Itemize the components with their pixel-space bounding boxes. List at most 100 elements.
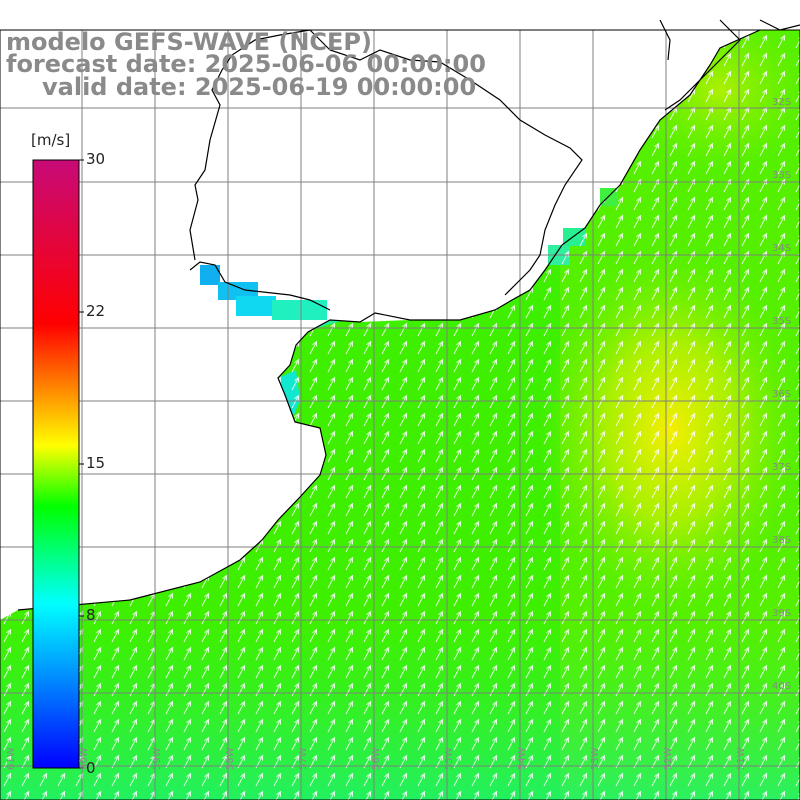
wind-arrow: [777, 286, 786, 301]
wind-arrow: [741, 88, 750, 103]
wind-arrow: [633, 304, 642, 319]
wind-arrow: [651, 646, 660, 661]
wind-arrow: [543, 448, 552, 463]
wind-arrow: [255, 628, 264, 643]
wind-arrow: [471, 682, 480, 697]
wind-arrow: [759, 196, 768, 211]
wind-arrow: [687, 556, 696, 571]
wind-arrow: [453, 628, 462, 643]
wind-arrow: [723, 574, 732, 589]
wind-arrow: [345, 682, 354, 697]
wind-arrow: [345, 412, 354, 427]
wind-arrow: [615, 340, 624, 355]
wind-arrow: [687, 520, 696, 535]
wind-arrow: [615, 628, 624, 643]
wind-arrow: [597, 628, 606, 643]
wind-arrow: [345, 538, 354, 553]
wind-arrow: [273, 520, 282, 535]
wind-arrow: [327, 628, 336, 643]
wind-arrow: [543, 790, 552, 800]
wind-arrow: [777, 556, 786, 571]
wind-arrow: [237, 700, 246, 715]
wind-arrow: [327, 520, 336, 535]
wind-arrow: [777, 214, 786, 229]
wind-arrow: [363, 448, 372, 463]
wind-arrow: [471, 790, 480, 800]
wind-arrow: [723, 430, 732, 445]
wind-arrow: [741, 52, 750, 67]
wind-arrow: [309, 502, 318, 517]
wind-arrow: [777, 790, 786, 800]
wind-arrow: [507, 520, 516, 535]
wind-arrow: [525, 484, 534, 499]
wind-arrow: [453, 430, 462, 445]
wind-arrow: [543, 628, 552, 643]
wind-arrow: [633, 718, 642, 733]
wind-arrow: [651, 196, 660, 211]
wind-arrow: [777, 268, 786, 283]
wind-arrow: [615, 574, 624, 589]
wind-arrow: [453, 772, 462, 787]
wind-arrow: [255, 646, 264, 661]
wind-arrow: [435, 592, 444, 607]
wind-arrow: [579, 268, 588, 283]
wind-arrow: [165, 700, 174, 715]
wind-arrow: [219, 646, 228, 661]
wind-arrow: [615, 682, 624, 697]
wind-arrow: [543, 664, 552, 679]
wind-arrow: [111, 646, 120, 661]
wind-arrow: [21, 628, 30, 643]
wind-arrow: [759, 628, 768, 643]
wind-arrow: [453, 340, 462, 355]
wind-arrow: [615, 520, 624, 535]
wind-arrow: [741, 196, 750, 211]
wind-arrow: [723, 484, 732, 499]
wind-arrow: [741, 286, 750, 301]
wind-arrow: [633, 322, 642, 337]
wind-arrow: [669, 610, 678, 625]
wind-arrow: [219, 718, 228, 733]
wind-arrow: [723, 628, 732, 643]
wind-arrow: [111, 664, 120, 679]
wind-arrow: [507, 700, 516, 715]
wind-arrow: [669, 736, 678, 751]
wind-arrow: [3, 736, 12, 751]
wind-arrow: [507, 538, 516, 553]
wind-arrow: [543, 556, 552, 571]
wind-arrow: [723, 160, 732, 175]
wind-arrow: [651, 574, 660, 589]
wind-arrow: [453, 556, 462, 571]
wind-arrow: [687, 376, 696, 391]
wind-arrow: [453, 574, 462, 589]
wind-arrow: [579, 592, 588, 607]
wind-arrow: [291, 538, 300, 553]
wind-arrow: [237, 646, 246, 661]
wind-arrow: [471, 448, 480, 463]
wind-arrow: [597, 358, 606, 373]
wind-arrow: [3, 646, 12, 661]
wind-arrow: [309, 520, 318, 535]
wind-arrow: [489, 520, 498, 535]
wind-arrow: [417, 448, 426, 463]
wind-arrow: [381, 538, 390, 553]
wind-arrow: [687, 664, 696, 679]
wind-arrow: [111, 610, 120, 625]
wind-arrow: [471, 502, 480, 517]
wind-arrow: [759, 790, 768, 800]
wind-arrow: [399, 502, 408, 517]
wind-arrow: [453, 484, 462, 499]
wind-arrow: [507, 610, 516, 625]
wind-arrow: [669, 484, 678, 499]
wind-arrow: [615, 304, 624, 319]
wind-arrow: [741, 538, 750, 553]
wind-arrow: [399, 646, 408, 661]
lon-label: 59W: [152, 747, 163, 770]
wind-arrow: [651, 376, 660, 391]
wind-arrow: [561, 574, 570, 589]
wind-arrow: [669, 502, 678, 517]
wind-arrow: [381, 340, 390, 355]
wind-arrow: [705, 736, 714, 751]
wind-arrow: [651, 160, 660, 175]
wind-arrow: [669, 286, 678, 301]
wind-arrow: [741, 304, 750, 319]
